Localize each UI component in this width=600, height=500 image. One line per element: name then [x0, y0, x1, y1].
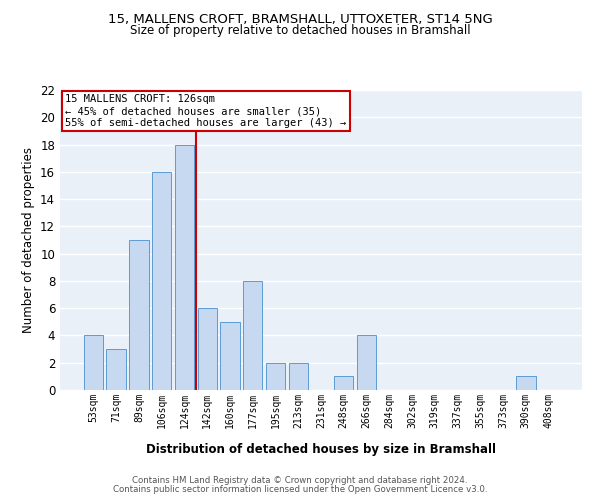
- Bar: [106, 349, 126, 390]
- Bar: [266, 362, 285, 390]
- Y-axis label: Number of detached properties: Number of detached properties: [22, 147, 35, 333]
- Bar: [357, 336, 376, 390]
- Bar: [152, 172, 172, 390]
- Bar: [84, 336, 103, 390]
- Bar: [289, 362, 308, 390]
- Bar: [516, 376, 536, 390]
- Bar: [197, 308, 217, 390]
- Bar: [220, 322, 239, 390]
- Bar: [129, 240, 149, 390]
- Bar: [334, 376, 353, 390]
- Bar: [175, 144, 194, 390]
- Text: 15 MALLENS CROFT: 126sqm
← 45% of detached houses are smaller (35)
55% of semi-d: 15 MALLENS CROFT: 126sqm ← 45% of detach…: [65, 94, 346, 128]
- Text: 15, MALLENS CROFT, BRAMSHALL, UTTOXETER, ST14 5NG: 15, MALLENS CROFT, BRAMSHALL, UTTOXETER,…: [107, 12, 493, 26]
- Text: Contains public sector information licensed under the Open Government Licence v3: Contains public sector information licen…: [113, 485, 487, 494]
- Text: Contains HM Land Registry data © Crown copyright and database right 2024.: Contains HM Land Registry data © Crown c…: [132, 476, 468, 485]
- Text: Distribution of detached houses by size in Bramshall: Distribution of detached houses by size …: [146, 442, 496, 456]
- Text: Size of property relative to detached houses in Bramshall: Size of property relative to detached ho…: [130, 24, 470, 37]
- Bar: [243, 281, 262, 390]
